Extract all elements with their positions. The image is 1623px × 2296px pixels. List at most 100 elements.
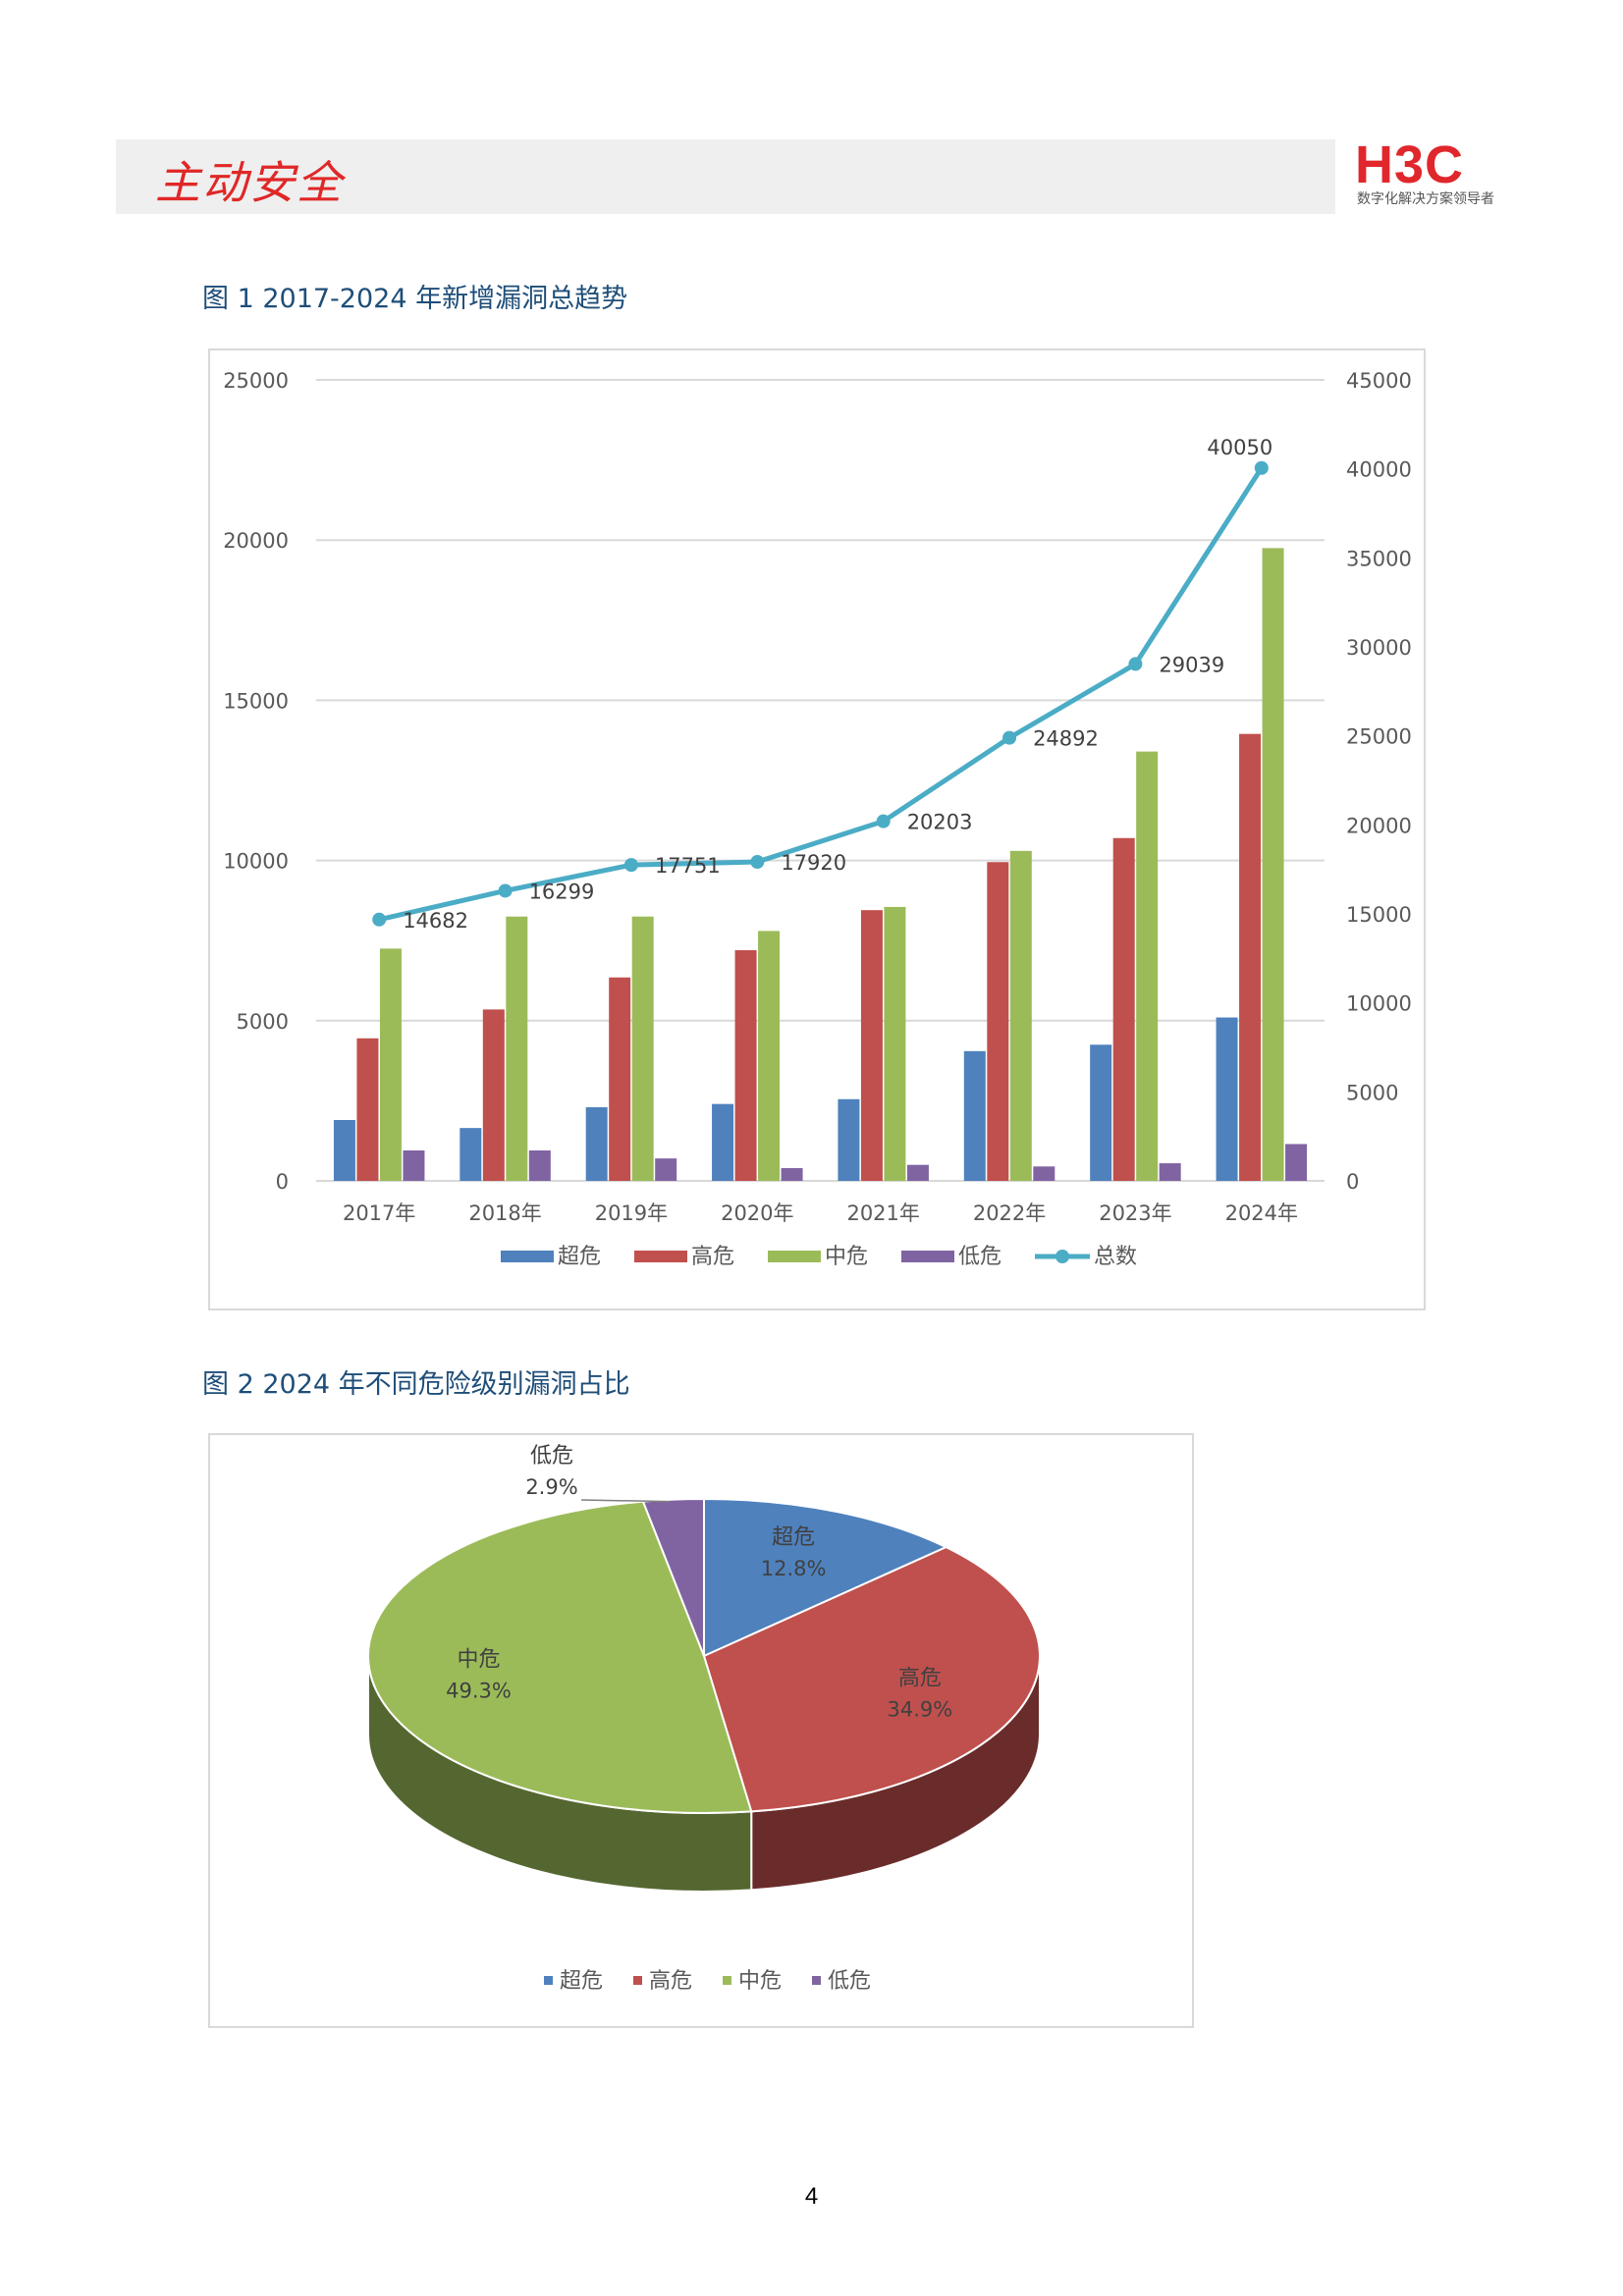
y-left-tick-label: 25000 (223, 369, 289, 393)
bar-line-chart: 0 5000 10000 15000 20000 25000 0 5000 10000 15000… (223, 369, 1412, 1269)
legend-marker-超危 (544, 1976, 553, 1985)
bar-中危-2021年 (884, 906, 906, 1181)
point-总数 (1002, 730, 1017, 745)
legend-label: 中危 (738, 1969, 782, 1994)
bar-高危-2019年 (609, 977, 631, 1181)
bar-低危-2022年 (1033, 1166, 1055, 1181)
header-title: 主动安全 (155, 156, 344, 209)
pie-slice-中危 (366, 1500, 753, 1814)
x-tick-label: 2019年 (595, 1201, 668, 1225)
y-right-tick-label: 0 (1346, 1170, 1359, 1194)
data-label: 17751 (655, 854, 721, 878)
figure2-caption: 图 2 2024 年不同危险级别漏洞占比 (202, 1369, 630, 1400)
bar-超危-2023年 (1090, 1044, 1112, 1181)
bar-低危-2018年 (528, 1149, 551, 1181)
y-right-tick-label: 30000 (1346, 636, 1412, 660)
bar-超危-2024年 (1216, 1017, 1238, 1181)
bar-低危-2021年 (906, 1164, 929, 1181)
bar-中危-2020年 (758, 931, 781, 1181)
y-left-tick-label: 0 (276, 1170, 289, 1194)
legend-marker-超危 (501, 1251, 554, 1262)
bar-高危-2017年 (356, 1038, 379, 1181)
point-总数 (498, 883, 513, 898)
legend-marker-中危 (723, 1976, 731, 1985)
y-right-tick-label: 5000 (1346, 1081, 1398, 1104)
point-总数 (750, 855, 765, 870)
bar-高危-2018年 (482, 1009, 505, 1181)
y-right-tick-label: 20000 (1346, 814, 1412, 837)
x-tick-label: 2023年 (1099, 1201, 1171, 1225)
bar-超危-2021年 (838, 1098, 860, 1181)
pie-slice-高危 (702, 1546, 1041, 1813)
y-left-tick-label: 15000 (223, 689, 289, 713)
bar-高危-2023年 (1112, 837, 1135, 1181)
bar-中危-2017年 (379, 948, 402, 1181)
pie-slice-超危 (703, 1497, 948, 1658)
bar-中危-2023年 (1136, 751, 1159, 1181)
data-label: 40050 (1207, 436, 1272, 459)
pie-label-name: 低危 (530, 1444, 573, 1468)
data-label: 17920 (781, 851, 846, 875)
pie-label-percent: 49.3% (446, 1680, 512, 1703)
data-label: 16299 (529, 880, 595, 903)
point-总数 (623, 858, 638, 873)
legend-label: 中危 (825, 1245, 868, 1269)
bar-低危-2017年 (403, 1149, 425, 1181)
logo-subtitle: 数字化解决方案领导者 (1357, 191, 1494, 207)
bar-高危-2024年 (1239, 733, 1262, 1181)
pie-label-percent: 2.9% (525, 1475, 577, 1499)
data-label: 24892 (1033, 727, 1099, 751)
bar-超危-2019年 (585, 1106, 608, 1181)
legend-marker-低危 (901, 1251, 954, 1262)
point-总数 (372, 912, 387, 927)
pie-label-name: 超危 (772, 1525, 815, 1550)
company-logo: H3C 数字化解决方案领导者 (1355, 135, 1512, 210)
pie-label-name: 中危 (457, 1648, 500, 1673)
bar-低危-2024年 (1285, 1144, 1308, 1181)
y-right-tick-label: 35000 (1346, 547, 1412, 570)
pie-label-percent: 12.8% (761, 1557, 827, 1580)
legend-label: 超危 (560, 1969, 603, 1994)
bar-高危-2020年 (734, 949, 757, 1181)
x-tick-label: 2020年 (721, 1201, 793, 1225)
legend-label: 高危 (691, 1245, 734, 1269)
bar-中危-2018年 (506, 916, 528, 1181)
point-总数 (876, 814, 891, 828)
y-right-tick-label: 45000 (1346, 369, 1412, 393)
pie-label-percent: 34.9% (888, 1698, 953, 1722)
data-label: 14682 (403, 909, 468, 933)
bar-低危-2023年 (1159, 1163, 1181, 1181)
legend-marker-中危 (768, 1251, 821, 1262)
pie-leader-line (580, 1499, 670, 1503)
bar-超危-2020年 (712, 1103, 734, 1181)
y-left-tick-label: 10000 (223, 850, 289, 874)
legend-marker-高危 (634, 1251, 687, 1262)
x-tick-label: 2021年 (846, 1201, 919, 1225)
point-总数 (1128, 657, 1143, 671)
x-tick-label: 2017年 (343, 1201, 415, 1225)
header-band: 主动安全 (116, 139, 1335, 214)
bar-低危-2020年 (781, 1167, 803, 1181)
bar-line-chart-frame: 0 5000 10000 15000 20000 25000 0 5000 10000 15000… (208, 348, 1426, 1310)
y-right-tick-label: 15000 (1346, 903, 1412, 927)
bar-高危-2021年 (860, 910, 883, 1181)
pie-label-name: 高危 (898, 1667, 942, 1691)
data-label: 29039 (1159, 653, 1224, 676)
y-right-tick-label: 40000 (1346, 458, 1412, 482)
bar-高危-2022年 (987, 862, 1009, 1181)
bar-低危-2019年 (655, 1158, 677, 1181)
legend-label: 低危 (958, 1245, 1001, 1269)
legend-dot-总数 (1055, 1250, 1069, 1263)
y-right-tick-label: 10000 (1346, 992, 1412, 1016)
bar-中危-2022年 (1009, 850, 1032, 1181)
bar-中危-2019年 (631, 916, 654, 1181)
legend-label: 低危 (828, 1969, 871, 1994)
line-总数 (378, 466, 1264, 923)
x-tick-label: 2024年 (1225, 1201, 1298, 1225)
point-总数 (1254, 460, 1269, 475)
legend-marker-低危 (812, 1976, 821, 1985)
pie-chart-frame: 超危 12.8% 高危 34.9% 中危 49.3% 低危 2.9% 超危 高危 中危 低危 (208, 1433, 1194, 2028)
figure1-caption: 图 1 2017-2024 年新增漏洞总趋势 (202, 284, 628, 314)
x-tick-label: 2022年 (973, 1201, 1046, 1225)
